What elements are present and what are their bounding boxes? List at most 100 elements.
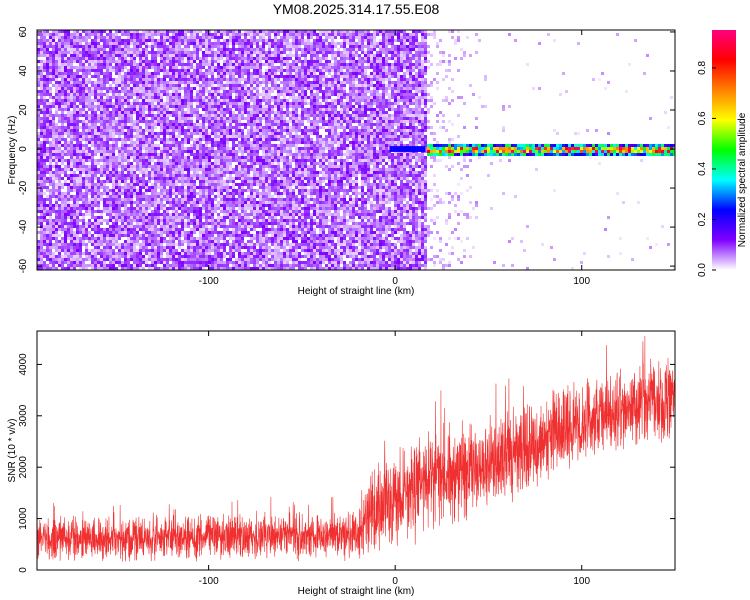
heatmap-cell: [220, 48, 223, 51]
heatmap-cell: [67, 57, 70, 60]
heatmap-cell: [127, 81, 130, 84]
heatmap-cell: [43, 120, 46, 123]
heatmap-cell: [67, 60, 70, 63]
heatmap-cell: [76, 246, 79, 249]
heatmap-cell: [100, 213, 103, 216]
heatmap-cell: [115, 129, 118, 132]
heatmap-cell: [160, 159, 163, 162]
heatmap-cell: [43, 159, 46, 162]
heatmap-cell: [82, 99, 85, 102]
heatmap-cell: [175, 156, 178, 159]
heatmap-cell: [205, 153, 208, 156]
heatmap-cell: [61, 138, 64, 141]
heatmap-cell: [190, 75, 193, 78]
heatmap-cell: [226, 213, 229, 216]
heatmap-cell: [235, 132, 238, 135]
heatmap-cell: [208, 69, 211, 72]
heatmap-cell: [124, 174, 127, 177]
heatmap-cell: [127, 246, 130, 249]
heatmap-cell: [121, 162, 124, 165]
heatmap-cell: [37, 153, 40, 156]
heatmap-cell: [127, 243, 130, 246]
heatmap-cell: [175, 96, 178, 99]
heatmap-cell: [118, 99, 121, 102]
heatmap-cell: [139, 243, 142, 246]
heatmap-cell: [178, 231, 181, 234]
heatmap-cell: [220, 234, 223, 237]
heatmap-cell: [130, 57, 133, 60]
heatmap-cell: [127, 99, 130, 102]
heatmap-cell: [49, 177, 52, 180]
heatmap-cell: [91, 198, 94, 201]
heatmap-cell: [163, 207, 166, 210]
heatmap-cell: [127, 42, 130, 45]
heatmap-cell: [91, 204, 94, 207]
heatmap-cell: [76, 147, 79, 150]
heatmap-cell: [109, 111, 112, 114]
heatmap-cell: [190, 204, 193, 207]
heatmap-cell: [226, 231, 229, 234]
heatmap-cell: [49, 117, 52, 120]
heatmap-cell: [172, 114, 175, 117]
heatmap-cell: [133, 60, 136, 63]
heatmap-cell: [142, 105, 145, 108]
heatmap-cell: [124, 42, 127, 45]
heatmap-cell: [76, 99, 79, 102]
heatmap-cell: [112, 231, 115, 234]
heatmap-cell: [235, 63, 238, 66]
heatmap-cell: [145, 138, 148, 141]
heatmap-cell: [121, 42, 124, 45]
heatmap-cell: [106, 141, 109, 144]
heatmap-cell: [214, 255, 217, 258]
heatmap-cell: [97, 201, 100, 204]
heatmap-cell: [229, 231, 232, 234]
heatmap-cell: [193, 216, 196, 219]
heatmap-cell: [118, 174, 121, 177]
heatmap-cell: [199, 105, 202, 108]
heatmap-cell: [211, 132, 214, 135]
heatmap-cell: [52, 45, 55, 48]
heatmap-cell: [148, 96, 151, 99]
heatmap-cell: [43, 141, 46, 144]
heatmap-cell: [109, 249, 112, 252]
heatmap-cell: [73, 180, 76, 183]
heatmap-cell: [226, 201, 229, 204]
heatmap-cell: [133, 111, 136, 114]
heatmap-cell: [58, 219, 61, 222]
heatmap-cell: [151, 198, 154, 201]
heatmap-cell: [229, 99, 232, 102]
heatmap-cell: [88, 210, 91, 213]
heatmap-cell: [79, 267, 82, 270]
heatmap-cell: [145, 228, 148, 231]
heatmap-cell: [199, 246, 202, 249]
heatmap-cell: [229, 126, 232, 129]
heatmap-cell: [208, 264, 211, 267]
heatmap-cell: [139, 96, 142, 99]
heatmap-cell: [193, 264, 196, 267]
heatmap-cell: [88, 36, 91, 39]
heatmap-cell: [160, 150, 163, 153]
heatmap-cell: [70, 45, 73, 48]
heatmap-cell: [235, 84, 238, 87]
heatmap-cell: [46, 45, 49, 48]
heatmap-cell: [118, 180, 121, 183]
heatmap-cell: [223, 189, 226, 192]
heatmap-cell: [91, 60, 94, 63]
heatmap-cell: [217, 255, 220, 258]
heatmap-cell: [136, 111, 139, 114]
heatmap-cell: [241, 213, 244, 216]
heatmap-cell: [196, 90, 199, 93]
heatmap-cell: [178, 36, 181, 39]
heatmap-cell: [187, 60, 190, 63]
heatmap-cell: [193, 195, 196, 198]
heatmap-cell: [151, 249, 154, 252]
heatmap-cell: [202, 165, 205, 168]
heatmap-cell: [121, 33, 124, 36]
heatmap-cell: [232, 183, 235, 186]
heatmap-cell: [46, 264, 49, 267]
heatmap-cell: [166, 210, 169, 213]
heatmap-cell: [211, 213, 214, 216]
heatmap-cell: [88, 264, 91, 267]
heatmap-cell: [124, 159, 127, 162]
heatmap-cell: [196, 45, 199, 48]
